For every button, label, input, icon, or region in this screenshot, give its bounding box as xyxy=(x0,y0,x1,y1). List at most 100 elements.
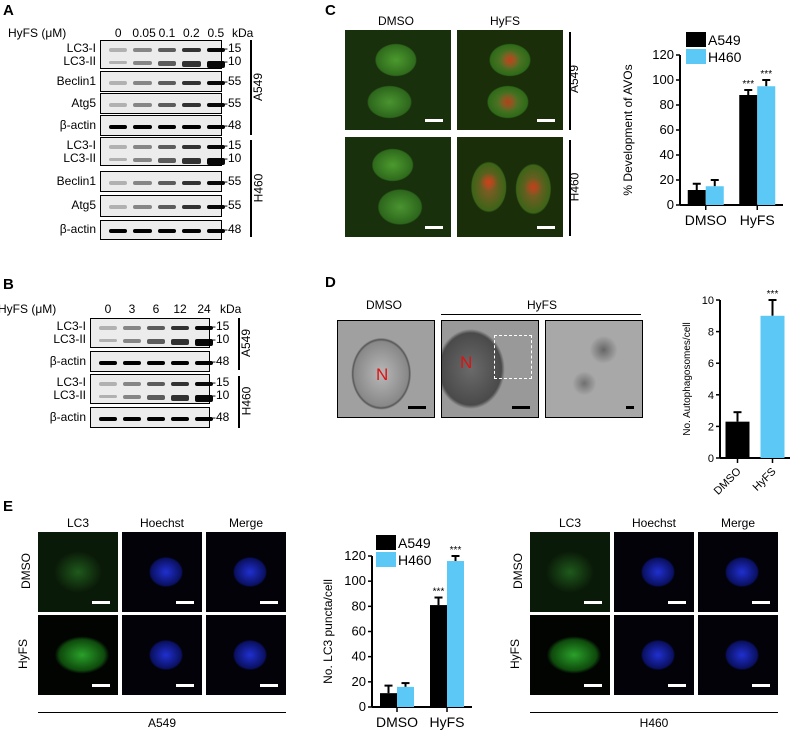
blot-strip xyxy=(100,115,225,136)
protein-band xyxy=(171,360,189,365)
row-label: DMSO xyxy=(511,553,525,589)
protein-band xyxy=(182,158,201,164)
protein-band xyxy=(206,61,225,68)
confocal-dmso-lc3 xyxy=(530,532,610,612)
confocal-hyfs-merge xyxy=(206,615,286,695)
protein-band xyxy=(147,360,165,365)
scale-bar xyxy=(176,684,194,687)
bar-value-dmso xyxy=(725,421,750,458)
group-bracket xyxy=(238,318,240,370)
protein-band xyxy=(171,339,189,345)
protein-band xyxy=(182,180,201,185)
protein-band xyxy=(99,395,117,398)
scale-bar xyxy=(752,601,770,604)
y-axis-label: No. Autophagosomes/cell xyxy=(682,322,693,435)
protein-label: LC3-I xyxy=(66,138,96,152)
group-bracket-h460 xyxy=(569,140,571,236)
protein-band xyxy=(133,145,152,149)
protein-band xyxy=(109,205,128,209)
protein-band xyxy=(195,382,213,386)
protein-band xyxy=(157,158,177,163)
protein-label: Beclin1 xyxy=(56,173,96,188)
protein-band xyxy=(206,180,225,185)
cell-line-bracket xyxy=(530,712,778,713)
scale-bar xyxy=(584,684,602,687)
protein-label: Beclin1 xyxy=(56,73,96,88)
protein-band xyxy=(99,382,117,386)
tem-dmso: N xyxy=(337,320,435,418)
protein-band xyxy=(206,48,225,52)
legend-label: H460 xyxy=(708,49,742,65)
chart-lc3-puncta: 0 20 40 60 80 100 120 No. LC3 puncta/cell DMSO Hy… xyxy=(321,535,472,730)
protein-band xyxy=(109,229,128,233)
legend-swatch xyxy=(686,32,706,47)
y-tick-label: 20 xyxy=(352,674,366,689)
protein-band xyxy=(123,360,141,365)
group-label: A549 xyxy=(239,328,254,358)
panel-label-a: A xyxy=(3,2,14,19)
bar-a549-hyfs xyxy=(430,605,447,707)
kda-marker: -55 xyxy=(224,173,242,188)
protein-band xyxy=(109,102,128,107)
confocal-hyfs-hoechst xyxy=(614,615,694,695)
scale-bar xyxy=(752,684,770,687)
protein-band xyxy=(133,205,152,209)
protein-band xyxy=(133,80,152,85)
x-tick-label: DMSO xyxy=(685,212,727,228)
protein-band xyxy=(182,61,201,67)
protein-band xyxy=(133,124,152,129)
protein-band xyxy=(206,124,225,129)
protein-band xyxy=(195,326,213,330)
protein-band xyxy=(109,61,128,64)
protein-label: LC3-I xyxy=(56,375,86,389)
scale-bar xyxy=(92,601,110,604)
col-label-merge: Merge xyxy=(228,516,263,530)
group-label: A549 xyxy=(251,72,266,101)
protein-band xyxy=(171,326,189,330)
protein-label: β-actin xyxy=(59,117,96,132)
scale-bar xyxy=(668,601,686,604)
col-label-hyfs: HyFS xyxy=(490,14,520,28)
protein-band xyxy=(182,145,201,149)
col-label-hoechst: Hoechst xyxy=(139,516,185,530)
dose-label: 6 xyxy=(152,302,160,316)
kda-marker: -15 xyxy=(224,138,242,152)
confocal-hyfs-merge xyxy=(698,615,778,695)
protein-band xyxy=(99,326,117,330)
protein-band xyxy=(182,48,201,52)
protein-label: LC3-I xyxy=(56,319,86,333)
legend-swatch xyxy=(686,49,706,64)
legend-swatch xyxy=(376,535,396,550)
confocal-hyfs-lc3 xyxy=(530,615,610,695)
protein-band xyxy=(123,395,141,399)
confocal-dmso-lc3 xyxy=(38,532,118,612)
bar-h460-hyfs xyxy=(447,561,464,707)
bar-h460-dmso xyxy=(705,186,724,205)
nucleus-label: N xyxy=(376,365,389,384)
row-label: HyFS xyxy=(16,639,30,669)
panel-label-e: E xyxy=(3,498,14,515)
hyfs-bracket xyxy=(441,314,641,315)
kda-marker: -15 xyxy=(212,375,230,389)
y-tick-label: 0 xyxy=(667,197,674,212)
protein-band xyxy=(171,382,189,386)
dose-label: 0.1 xyxy=(158,26,176,40)
col-label-dmso: DMSO xyxy=(366,298,402,312)
y-tick-label: 20 xyxy=(660,172,674,187)
row-label-a549: A549 xyxy=(567,64,582,94)
panel-label-b: B xyxy=(3,276,14,293)
micrograph-h460-hyfs xyxy=(457,137,563,237)
kda-unit: kDa xyxy=(220,302,242,316)
y-axis-label: No. LC3 puncta/cell xyxy=(321,579,335,684)
protein-label: LC3-II xyxy=(63,151,96,165)
protein-band xyxy=(147,382,165,386)
protein-band xyxy=(109,180,128,185)
scale-bar xyxy=(260,684,278,687)
kda-marker: -48 xyxy=(224,117,242,132)
protein-band xyxy=(157,48,177,52)
protein-band xyxy=(147,416,165,421)
kda-marker: -55 xyxy=(224,95,242,110)
protein-band xyxy=(195,360,213,365)
protein-band xyxy=(99,416,117,421)
protein-label: Atg5 xyxy=(71,198,96,212)
